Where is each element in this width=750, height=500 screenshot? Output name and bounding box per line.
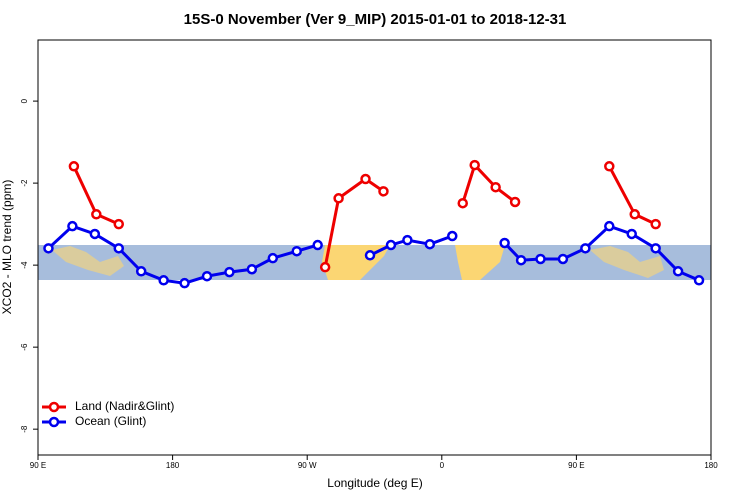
point	[515, 254, 527, 266]
point	[535, 253, 546, 265]
y-tick-label: -8	[20, 425, 29, 433]
point	[650, 243, 661, 254]
y-tick-label: -6	[20, 343, 29, 351]
chart-title: 15S-0 November (Ver 9_MIP) 2015-01-01 to…	[184, 11, 567, 28]
x-tick-label: 90 W	[298, 461, 317, 470]
point	[67, 220, 78, 232]
y-tick-label: -4	[20, 261, 29, 269]
plot-frame	[37, 39, 712, 456]
point	[91, 209, 102, 220]
legend-label: Ocean (Glint)	[75, 414, 146, 428]
legend-marker	[48, 416, 60, 428]
point	[672, 266, 684, 277]
point	[224, 266, 235, 278]
point	[246, 263, 258, 275]
point	[267, 252, 279, 264]
x-tick-label: 180	[704, 461, 718, 470]
point	[179, 277, 190, 289]
point	[68, 161, 80, 172]
point	[89, 228, 101, 240]
point	[557, 253, 569, 265]
point	[604, 161, 615, 172]
point	[201, 270, 213, 282]
point	[457, 197, 468, 209]
legend-marker	[48, 401, 60, 413]
point	[693, 275, 705, 286]
point	[629, 209, 640, 220]
point	[626, 228, 637, 240]
point	[378, 186, 389, 197]
x-tick-label: 90 E	[30, 461, 46, 470]
point	[509, 196, 521, 208]
x-tick-label: 180	[166, 461, 180, 470]
y-tick-label: -2	[20, 179, 29, 187]
point	[113, 243, 125, 254]
y-tick-label: 0	[20, 98, 29, 103]
point	[333, 193, 344, 204]
point	[402, 234, 413, 246]
point	[319, 261, 331, 273]
point	[43, 243, 54, 254]
y-axis-label: XCO2 - MLO trend (ppm)	[0, 180, 14, 315]
point	[360, 173, 371, 185]
point	[385, 239, 397, 251]
point	[447, 230, 458, 242]
point	[650, 218, 661, 230]
x-tick-label: 0	[440, 461, 445, 470]
point	[364, 250, 376, 261]
point	[113, 218, 125, 230]
x-tick-label: 90 E	[568, 461, 584, 470]
point	[490, 181, 501, 193]
point	[469, 159, 480, 171]
legend-label: Land (Nadir&Glint)	[75, 399, 174, 413]
x-axis-label: Longitude (deg E)	[327, 476, 422, 490]
point	[499, 237, 510, 249]
point	[312, 239, 323, 251]
point	[158, 275, 169, 286]
point	[135, 266, 147, 277]
point	[604, 220, 615, 232]
point	[580, 243, 591, 254]
point	[291, 245, 302, 257]
point	[424, 238, 436, 250]
